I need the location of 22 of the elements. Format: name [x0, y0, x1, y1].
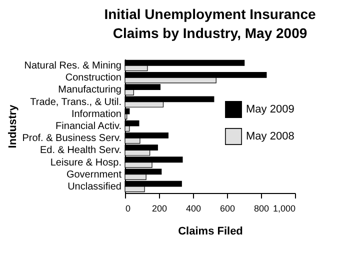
y-tick-label: Information: [71, 108, 122, 120]
x-tick-label: 800: [254, 204, 270, 214]
x-tick-label: 200: [152, 204, 168, 214]
y-tick-label: Construction: [65, 72, 122, 84]
x-tick-label: 1,000: [272, 204, 296, 214]
y-tick-label: Leisure & Hosp.: [50, 157, 122, 168]
x-tick-label: 0: [126, 204, 131, 214]
y-axis-title: Industry: [7, 104, 20, 148]
chart-title: Initial Unemployment Insurance Claims by Industry, May 2009: [104, 6, 316, 41]
y-tick-label: Financial Activ.: [56, 121, 122, 132]
y-tick-label: Unclassified: [68, 181, 122, 192]
x-tick-label: 600: [220, 204, 236, 214]
y-tick-label: Ed. & Health Serv.: [40, 145, 122, 156]
y-tick-label: Prof. & Business Serv.: [22, 133, 122, 144]
x-tick-label: 400: [186, 204, 202, 214]
legend-label: May 2009: [246, 104, 294, 116]
y-tick-label: Government: [66, 169, 122, 180]
y-tick-label: Manufacturing: [58, 84, 122, 96]
y-tick-label: Trade, Trans., & Util.: [30, 96, 122, 108]
x-axis-title: Claims Filed: [178, 226, 243, 238]
legend-label: May 2008: [246, 130, 294, 142]
y-tick-label: Natural Res. & Mining: [24, 60, 122, 72]
